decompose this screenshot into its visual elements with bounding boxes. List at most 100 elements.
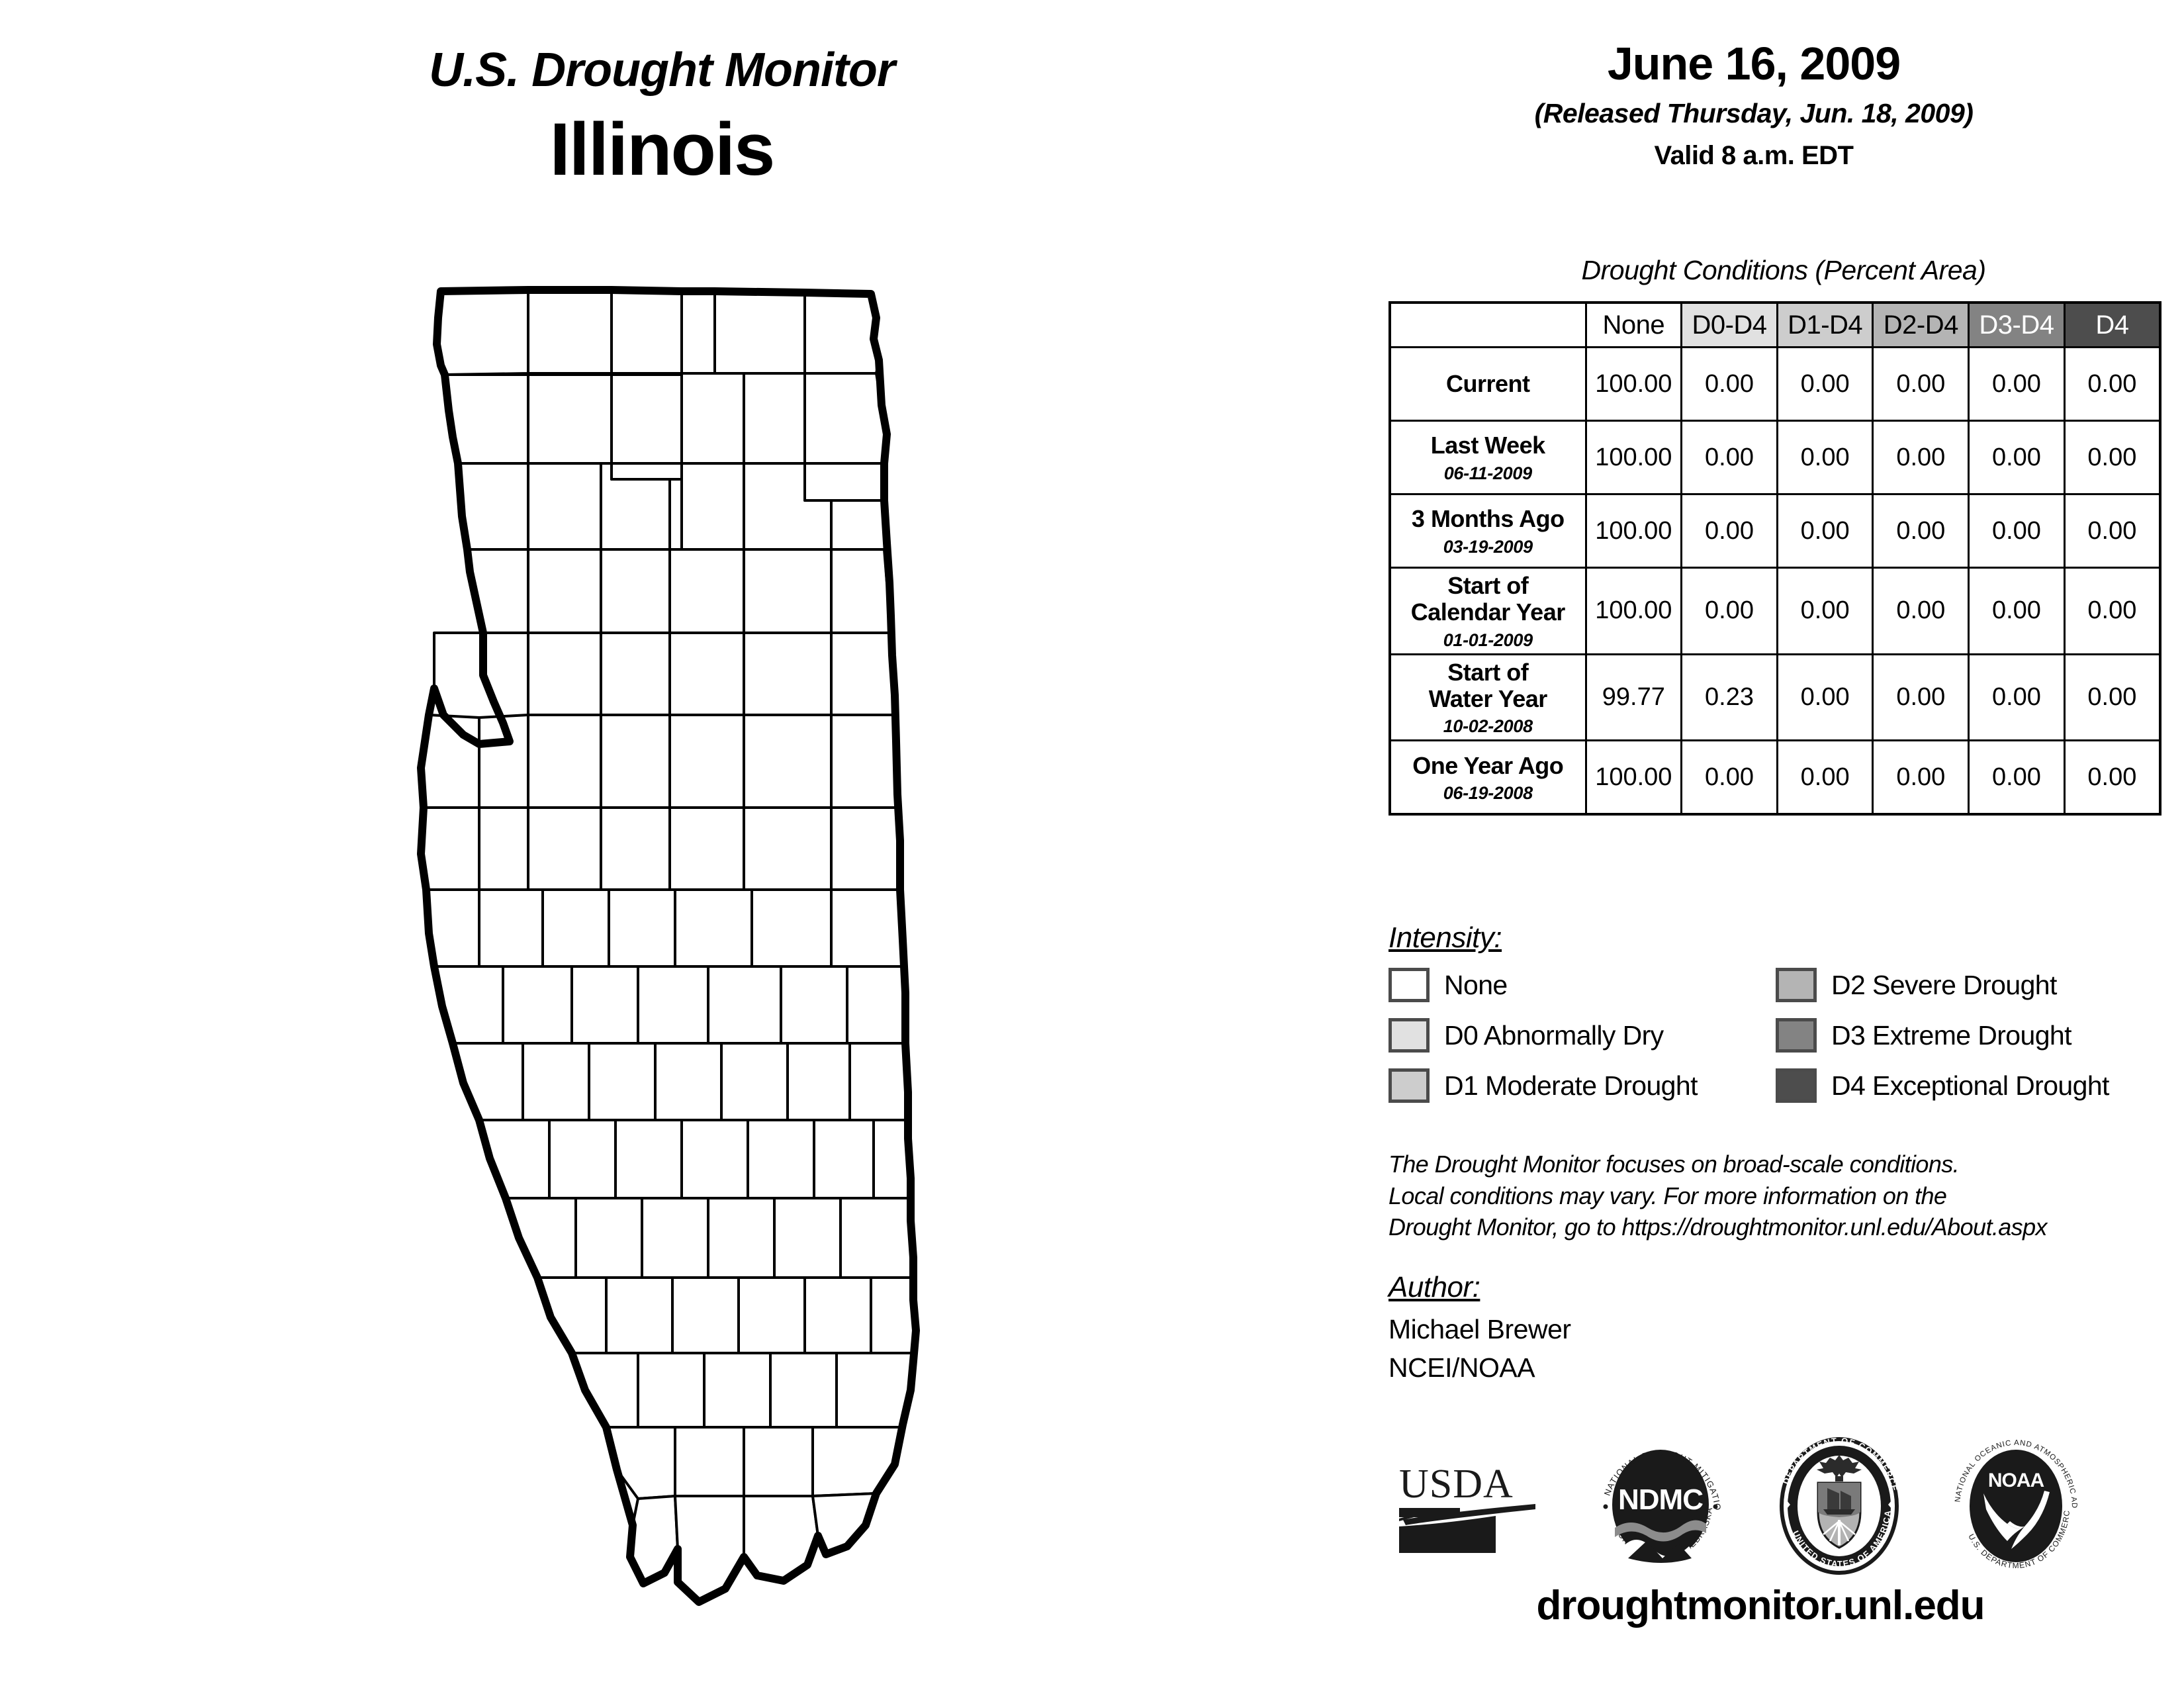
- release-date: (Released Thursday, Jun. 18, 2009): [1534, 97, 1974, 128]
- cell-none: 100.00: [1584, 420, 1683, 495]
- cell-d1-d4: 0.00: [1776, 493, 1874, 569]
- row-label-one-year-ago: One Year Ago 06-19-2008: [1388, 739, 1587, 816]
- table-corner-cell: [1390, 303, 1586, 348]
- row-label-start-of-water-year: Start of Water Year 10-02-2008: [1388, 653, 1587, 742]
- author-organization: NCEI/NOAA: [1388, 1352, 1535, 1383]
- cell-d4: 0.00: [2063, 653, 2161, 742]
- legend-label: None: [1444, 969, 1508, 1000]
- svg-text:NDMC: NDMC: [1618, 1483, 1703, 1516]
- column-header-d3-d4: D3-D4: [1968, 301, 2066, 348]
- intensity-heading: Intensity:: [1388, 921, 1502, 954]
- table-row: One Year Ago 06-19-2008 100.00 0.00 0.00…: [1388, 739, 2161, 816]
- swatch-d0-icon: [1388, 1018, 1430, 1053]
- row-label-text: Current: [1445, 369, 1530, 397]
- column-header-d4: D4: [2063, 301, 2161, 348]
- cell-none: 100.00: [1584, 739, 1683, 816]
- cell-d4: 0.00: [2063, 346, 2161, 422]
- cell-d1-d4: 0.00: [1776, 420, 1874, 495]
- cell-d4: 0.00: [2063, 420, 2161, 495]
- cell-d4: 0.00: [2063, 739, 2161, 816]
- legend-label: D1 Moderate Drought: [1444, 1070, 1698, 1101]
- illinois-state-outline: [417, 286, 920, 1606]
- issue-date: June 16, 2009: [1607, 38, 1901, 89]
- column-header-d0-d4: D0-D4: [1680, 301, 1778, 348]
- table-row: Start of Water Year 10-02-2008 99.77 0.23…: [1388, 653, 2161, 742]
- legend-row: D1 Moderate Drought D4 Exceptional Droug…: [1388, 1068, 2163, 1103]
- row-label-date: 01-01-2009: [1443, 630, 1533, 650]
- author-name: Michael Brewer: [1388, 1314, 1571, 1344]
- cell-d3-d4: 0.00: [1968, 493, 2066, 569]
- svg-text:NOAA: NOAA: [1988, 1470, 2044, 1491]
- table-header-row: None D0-D4 D1-D4 D2-D4 D3-D4 D4: [1390, 301, 2161, 348]
- cell-d3-d4: 0.00: [1968, 653, 2066, 742]
- legend-item-d1: D1 Moderate Drought: [1388, 1068, 1776, 1103]
- cell-d4: 0.00: [2063, 493, 2161, 569]
- noaa-logo: NATIONAL OCEANIC AND ATMOSPHERIC ADMINIS…: [1946, 1435, 2077, 1570]
- svg-text:USDA: USDA: [1399, 1462, 1514, 1507]
- cell-d3-d4: 0.00: [1968, 739, 2066, 816]
- row-label-text: Last Week: [1430, 432, 1545, 459]
- usda-logo: USDA: [1399, 1462, 1535, 1553]
- cell-d2-d4: 0.00: [1872, 567, 1970, 655]
- legend-item-d0: D0 Abnormally Dry: [1388, 1018, 1776, 1053]
- state-title: Illinois: [549, 108, 776, 191]
- cell-d2-d4: 0.00: [1872, 493, 1970, 569]
- row-label-3-months-ago: 3 Months Ago 03-19-2009: [1388, 493, 1587, 569]
- date-block: June 16, 2009 (Released Thursday, Jun. 1…: [1363, 38, 2144, 171]
- table-caption: Drought Conditions (Percent Area): [1581, 255, 1986, 285]
- row-label-start-of-calendar-year: Start of Calendar Year 01-01-2009: [1388, 567, 1587, 655]
- legend-item-d2: D2 Severe Drought: [1776, 968, 2163, 1002]
- disclaimer-line-1: The Drought Monitor focuses on broad-sca…: [1388, 1150, 1960, 1178]
- cell-d0-d4: 0.00: [1680, 346, 1778, 422]
- legend-label: D4 Exceptional Drought: [1831, 1070, 2109, 1101]
- legend-item-d4: D4 Exceptional Drought: [1776, 1068, 2163, 1103]
- swatch-d3-icon: [1776, 1018, 1817, 1053]
- county-boundaries: [420, 289, 917, 1603]
- cell-none: 99.77: [1584, 653, 1683, 742]
- legend-row: None D2 Severe Drought: [1388, 968, 2163, 1002]
- legend-label: D0 Abnormally Dry: [1444, 1019, 1664, 1051]
- cell-d0-d4: 0.00: [1680, 420, 1778, 495]
- column-header-none: None: [1584, 301, 1683, 348]
- disclaimer-line-3: Drought Monitor, go to https://droughtmo…: [1388, 1213, 2048, 1241]
- cell-none: 100.00: [1584, 493, 1683, 569]
- swatch-d2-icon: [1776, 968, 1817, 1002]
- column-header-d2-d4: D2-D4: [1872, 301, 1970, 348]
- cell-d1-d4: 0.00: [1776, 653, 1874, 742]
- table-row: Current 100.00 0.00 0.00 0.00 0.00 0.00: [1388, 346, 2161, 422]
- drought-conditions-table: None D0-D4 D1-D4 D2-D4 D3-D4 D4 Current …: [1388, 301, 2161, 816]
- row-label-date: 06-19-2008: [1443, 782, 1533, 803]
- row-label-text: 3 Months Ago: [1411, 505, 1565, 533]
- cell-d2-d4: 0.00: [1872, 420, 1970, 495]
- report-header: June 16, 2009 (Released Thursday, Jun. 1…: [1363, 38, 2158, 171]
- row-label-text: Start of Water Year: [1428, 658, 1548, 712]
- legend-label: D2 Severe Drought: [1831, 969, 2057, 1000]
- title-block: U.S. Drought Monitor Illinois: [265, 46, 1059, 187]
- cell-d3-d4: 0.00: [1968, 567, 2066, 655]
- cell-d0-d4: 0.23: [1680, 653, 1778, 742]
- swatch-none-icon: [1388, 968, 1430, 1002]
- row-label-date: 03-19-2009: [1443, 536, 1533, 557]
- legend-row: D0 Abnormally Dry D3 Extreme Drought: [1388, 1018, 2163, 1053]
- column-header-d1-d4: D1-D4: [1776, 301, 1874, 348]
- table-body: Current 100.00 0.00 0.00 0.00 0.00 0.00 …: [1388, 346, 2161, 816]
- swatch-d1-icon: [1388, 1068, 1430, 1103]
- disclaimer-line-2: Local conditions may vary. For more info…: [1388, 1182, 1947, 1209]
- legend-item-none: None: [1388, 968, 1776, 1002]
- cell-d1-d4: 0.00: [1776, 346, 1874, 422]
- legend-item-d3: D3 Extreme Drought: [1776, 1018, 2163, 1053]
- cell-d0-d4: 0.00: [1680, 739, 1778, 816]
- illinois-map-svg: [417, 286, 920, 1606]
- row-label-text: Start of Calendar Year: [1410, 572, 1565, 626]
- row-label-current: Current: [1388, 346, 1587, 422]
- cell-none: 100.00: [1584, 567, 1683, 655]
- cell-d3-d4: 0.00: [1968, 420, 2066, 495]
- row-label-last-week: Last Week 06-11-2009: [1388, 420, 1587, 495]
- row-label-date: 06-11-2009: [1443, 463, 1532, 483]
- department-of-commerce-seal: DEPARTMENT OF COMMERCE UNITED STATES OF …: [1780, 1435, 1899, 1575]
- row-label-text: One Year Ago: [1412, 751, 1564, 779]
- cell-none: 100.00: [1584, 346, 1683, 422]
- table-row: Last Week 06-11-2009 100.00 0.00 0.00 0.…: [1388, 420, 2161, 495]
- illinois-county-map: [278, 278, 1059, 1615]
